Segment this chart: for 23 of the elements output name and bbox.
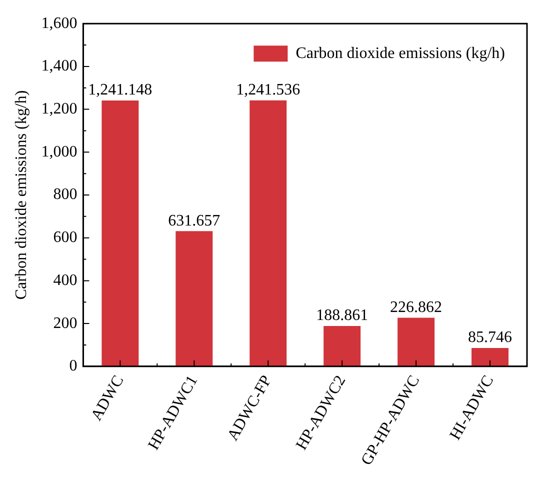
data-label: 226.862 (390, 299, 442, 316)
y-tick-label: 800 (53, 186, 78, 204)
y-tick-label: 1,000 (41, 143, 78, 160)
y-tick-label: 400 (53, 272, 78, 289)
bar (324, 326, 361, 366)
data-label: 1,241.536 (236, 82, 300, 99)
y-tick-label: 600 (53, 229, 78, 246)
data-label: 631.657 (168, 212, 220, 230)
y-tick-label: 1,200 (41, 100, 78, 118)
y-tick-label: 0 (69, 358, 78, 375)
y-tick-label: 1,400 (41, 58, 78, 75)
bar (250, 100, 287, 366)
legend-label: Carbon dioxide emissions (kg/h) (296, 44, 505, 62)
y-tick-label: 1,600 (41, 14, 78, 32)
bar (472, 348, 509, 366)
data-label: 85.746 (468, 329, 512, 346)
y-tick-label: 200 (53, 314, 78, 332)
y-axis-title: Carbon dioxide emissions (kg/h) (12, 90, 30, 300)
bar (398, 318, 435, 366)
bar (102, 100, 139, 366)
data-label: 188.861 (316, 307, 368, 324)
data-label: 1,241.148 (88, 82, 152, 99)
bar (176, 231, 213, 366)
